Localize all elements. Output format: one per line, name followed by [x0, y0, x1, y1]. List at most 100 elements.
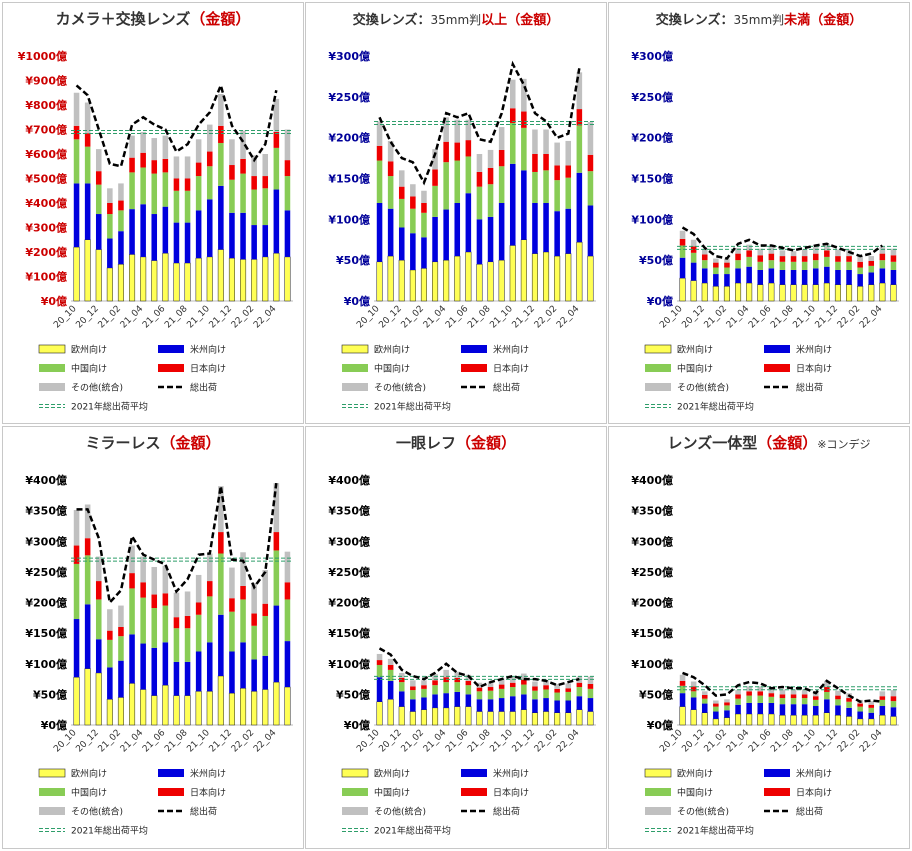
x-tick-label: 21_12 — [814, 728, 840, 754]
bar-us — [229, 212, 235, 259]
bar-cn — [532, 171, 538, 203]
bar-cn — [543, 689, 549, 699]
bar-jp — [195, 602, 202, 615]
bar-cn — [487, 184, 494, 217]
bar-eu — [240, 688, 247, 726]
bar-ot — [184, 591, 191, 616]
bar-cn — [690, 691, 697, 698]
bar-ot — [565, 140, 572, 166]
x-tick-label: 22_04 — [555, 304, 582, 331]
bar-jp — [251, 613, 257, 626]
bar-eu — [790, 284, 797, 302]
bar-ot — [465, 119, 472, 141]
bar-cn — [779, 261, 786, 270]
bar-us — [735, 268, 741, 284]
x-tick-label: 21_02 — [703, 304, 729, 330]
bar-ot — [868, 701, 875, 705]
bar-jp — [565, 688, 572, 692]
bar-eu — [173, 262, 180, 302]
bar-ot — [879, 247, 886, 254]
bar-us — [162, 642, 169, 686]
legend-label-us: 米州向け — [190, 344, 226, 356]
bar-jp — [879, 253, 886, 261]
bar-jp — [679, 680, 686, 686]
bar-us — [587, 698, 594, 712]
y-tick-label: ¥150億 — [328, 172, 370, 186]
bar-ot — [432, 674, 438, 681]
y-tick-label: ¥600億 — [25, 147, 67, 161]
bar-eu — [690, 709, 697, 726]
bar-jp — [746, 250, 752, 257]
bar-ot — [812, 247, 819, 254]
legend-swatch-ot — [39, 383, 65, 391]
bar-eu — [723, 286, 730, 302]
bar-jp — [587, 683, 594, 689]
bar-ot — [801, 689, 808, 695]
y-tick-label: ¥200億 — [328, 596, 370, 610]
bar-eu — [868, 284, 875, 302]
bar-jp — [690, 246, 697, 253]
bar-ot — [521, 78, 527, 112]
bar-cn — [387, 176, 394, 209]
legend-swatch-us — [461, 345, 487, 353]
bar-us — [173, 661, 180, 696]
bar-cn — [587, 171, 594, 206]
bar-us — [376, 677, 383, 702]
bar-cn — [498, 688, 505, 699]
bar-cn — [195, 176, 202, 211]
bar-us — [498, 698, 505, 712]
bar-cn — [443, 162, 449, 210]
bar-jp — [465, 140, 472, 157]
bar-eu — [206, 256, 213, 302]
bar-ot — [251, 582, 257, 614]
legend-swatch-jp — [158, 788, 184, 796]
bar-jp — [713, 703, 719, 707]
y-tick-label: ¥250億 — [631, 565, 673, 579]
x-tick-label: 21_10 — [488, 304, 515, 331]
bar-jp — [118, 627, 124, 637]
bar-ot — [432, 149, 438, 170]
bar-jp — [890, 696, 897, 702]
y-tick-label: ¥50億 — [33, 687, 67, 701]
x-tick-label: 22_02 — [230, 728, 256, 754]
bar-eu — [834, 284, 841, 302]
bar-us — [129, 209, 135, 255]
bar-ot — [410, 184, 416, 197]
legend-label-eu: 欧州向け — [677, 344, 713, 356]
bar-ot — [735, 247, 741, 254]
x-tick-label: 21_12 — [511, 728, 537, 754]
bar-cn — [432, 685, 438, 695]
bar-us — [679, 693, 686, 707]
bar-ot — [587, 122, 594, 155]
chart-title: カメラ＋交換レンズ（金額） — [56, 10, 251, 28]
bar-jp — [284, 160, 291, 177]
bar-jp — [262, 603, 269, 616]
bar-cn — [218, 553, 224, 615]
bar-cn — [679, 685, 686, 694]
bar-us — [724, 710, 730, 718]
bar-ot — [162, 135, 169, 159]
bar-cn — [284, 599, 291, 642]
legend-swatch-cn — [342, 364, 368, 372]
bar-eu — [195, 257, 202, 302]
bar-cn — [713, 267, 719, 275]
bar-eu — [84, 239, 91, 302]
bar-jp — [140, 152, 146, 168]
bar-cn — [812, 699, 819, 707]
bar-jp — [73, 545, 80, 564]
legend-label-total: 総出荷 — [190, 382, 217, 394]
bar-us — [565, 208, 572, 254]
bar-us — [476, 219, 483, 265]
bar-ot — [868, 256, 875, 261]
bar-eu — [387, 255, 394, 302]
bar-ot — [735, 690, 741, 695]
x-tick-label: 22_04 — [252, 304, 279, 331]
bar-cn — [757, 695, 764, 703]
bar-us — [398, 227, 405, 261]
bar-jp — [801, 694, 808, 699]
bar-us — [410, 233, 416, 270]
y-tick-label: ¥50億 — [639, 687, 673, 701]
legend-label-ot: その他(統合) — [374, 382, 426, 394]
